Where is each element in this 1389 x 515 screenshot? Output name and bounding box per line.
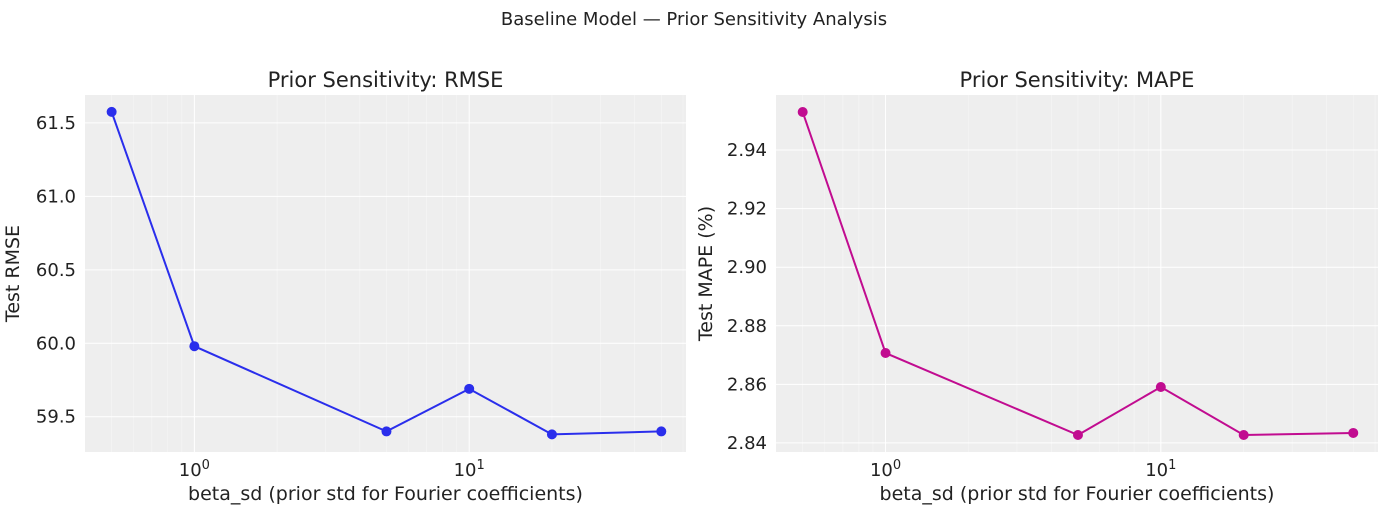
subplot-mape: 2.84 2.86 2.88 2.90 2.92 2.94 100 101 Prior Sens… [695,68,1378,505]
data-point [106,106,117,117]
subplot-rmse: 59.5 60.0 60.5 61.0 61.5 100 101 Prior Sensitiv… [2,68,686,505]
data-point [1238,430,1249,441]
x-tick-label: 100 [179,458,210,481]
x-axis-label: beta_sd (prior std for Fourier coefficie… [188,483,583,505]
x-axis-label: beta_sd (prior std for Fourier coefficie… [880,483,1275,505]
y-tick-label: 60.0 [36,333,76,354]
data-point [1155,381,1166,392]
subplot-title: Prior Sensitivity: RMSE [268,68,504,92]
figure-suptitle: Baseline Model — Prior Sensitivity Analy… [501,9,887,30]
y-tick-label: 2.90 [727,257,767,278]
series-line [801,111,1354,437]
plot-area [85,95,686,452]
y-tick-label: 61.5 [36,113,76,134]
x-tick-label: 101 [1145,458,1176,481]
y-axis-label: Test RMSE [2,225,24,323]
data-point [546,429,557,440]
data-point [656,426,667,437]
x-tick-label: 101 [454,458,485,481]
x-tick-label: 100 [870,458,901,481]
data-point [189,341,200,352]
data-point [1072,430,1083,441]
data-point [381,426,392,437]
series-line [110,111,662,436]
y-tick-label: 61.0 [36,186,76,207]
subplot-title: Prior Sensitivity: MAPE [960,68,1195,92]
data-point [880,348,891,359]
y-tick-label: 59.5 [36,407,76,428]
data-point [797,106,808,117]
data-point [1348,427,1359,438]
y-axis-label: Test MAPE (%) [695,206,717,342]
y-tick-label: 2.92 [727,199,767,220]
y-tick-label: 60.5 [36,260,76,281]
y-tick-label: 2.88 [727,316,767,337]
y-tick-label: 2.94 [727,140,767,161]
plot-area [776,95,1378,452]
y-tick-label: 2.86 [727,374,767,395]
data-point [464,383,475,394]
y-tick-label: 2.84 [727,433,767,454]
